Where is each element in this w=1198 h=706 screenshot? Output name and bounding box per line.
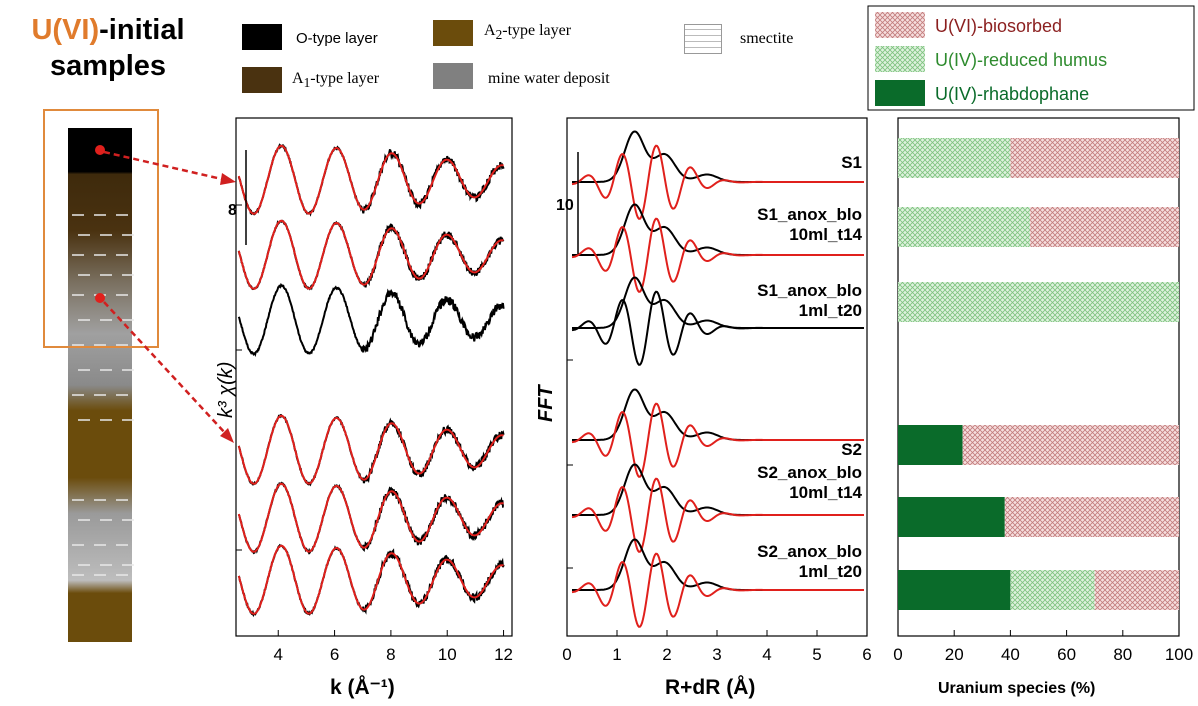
fft-sample-label-5-2: 10ml_t14 bbox=[789, 483, 862, 502]
bar-2-uivreducedhumus bbox=[898, 207, 1031, 247]
legend-rhabdophane: U(IV)-rhabdophane bbox=[935, 84, 1089, 104]
bar-3-uivreducedhumus bbox=[898, 282, 1179, 322]
fft-sample-label-2-2: 10ml_t14 bbox=[789, 225, 862, 244]
sediment-column bbox=[68, 128, 134, 642]
bar-5-uivrhabdophane bbox=[898, 497, 1005, 537]
legend-swatch-a2-type bbox=[433, 20, 473, 46]
fft-sample-label-2-1: S1_anox_blo bbox=[757, 205, 862, 224]
title-part2: -initial bbox=[99, 14, 185, 46]
chi-fit-curve-6 bbox=[237, 544, 504, 615]
chi-x-label: k (Å⁻¹) bbox=[330, 675, 395, 699]
species-bar-panel: 0 20 40 60 80 100 Uranium species (%) U(VI)-b… bbox=[867, 5, 1195, 697]
chi-fit-curve-1 bbox=[237, 144, 504, 215]
fft-sample-label-1-1: S1 bbox=[841, 153, 862, 172]
title-part1: U(VI) bbox=[31, 14, 100, 46]
chi-x-tick-8: 8 bbox=[386, 645, 395, 664]
fft-sample-label-4-1: S2 bbox=[841, 440, 862, 459]
smectite-dashes bbox=[72, 214, 134, 576]
bar-6-uvibiosorbed bbox=[1094, 570, 1179, 610]
chi-data-curve-6 bbox=[237, 543, 505, 618]
bar-1-uivreducedhumus bbox=[898, 138, 1011, 178]
legend-swatch-o-type bbox=[242, 24, 282, 50]
fft-x-tick-1: 1 bbox=[612, 645, 621, 664]
legend-label-smectite: smectite bbox=[740, 30, 794, 47]
bar-6-uivrhabdophane bbox=[898, 570, 1011, 610]
fft-sample-label-5-1: S2_anox_blo bbox=[757, 463, 862, 482]
legend-label-o-type: O-type layer bbox=[296, 30, 378, 47]
chi-y-label: k³ χ(k) bbox=[215, 362, 237, 418]
fft-x-tick-2: 2 bbox=[662, 645, 671, 664]
title-line2: samples bbox=[49, 50, 167, 82]
fft-scale-label: 10 bbox=[556, 197, 574, 214]
fft-sample-label-3-1: S1_anox_blo bbox=[757, 281, 862, 300]
fft-sample-label-3-2: 1ml_t20 bbox=[799, 301, 862, 320]
fft-fit-curve-6 bbox=[571, 552, 864, 628]
arrow-s1-line bbox=[103, 150, 227, 182]
figure-title: U(VI)-initial samples bbox=[8, 12, 208, 84]
chi-x-tick-12: 12 bbox=[494, 645, 513, 664]
fft-fit-curve-4 bbox=[571, 402, 864, 478]
species-x-tick-60: 60 bbox=[1057, 645, 1076, 664]
fft-sample-label-6-2: 1ml_t20 bbox=[799, 562, 862, 581]
chi-x-tick-6: 6 bbox=[330, 645, 339, 664]
chi-x-tick-4: 4 bbox=[274, 645, 283, 664]
fft-x-tick-0: 0 bbox=[562, 645, 571, 664]
sample-point-s2 bbox=[95, 293, 105, 303]
species-legend: U(VI)-biosorbed U(IV)-reduced humus U(IV… bbox=[867, 5, 1195, 111]
bar-4-uvibiosorbed bbox=[962, 425, 1179, 465]
sample-point-s1 bbox=[95, 145, 105, 155]
sample-zone-box bbox=[43, 109, 159, 348]
legend-swatch-a1-type bbox=[242, 67, 282, 93]
fft-x-tick-5: 5 bbox=[812, 645, 821, 664]
chi-data-curve-3 bbox=[237, 282, 505, 358]
species-x-tick-100: 100 bbox=[1165, 645, 1193, 664]
chi-fit-curve-5 bbox=[237, 482, 504, 553]
chi-fit-curve-4 bbox=[237, 414, 504, 485]
fft-y-label: FFT bbox=[535, 384, 557, 422]
fft-x-tick-6: 6 bbox=[862, 645, 871, 664]
arrow-s2-head bbox=[220, 428, 234, 443]
fft-fit-curve-1 bbox=[571, 144, 864, 220]
chi-k-panel: 4 6 8 10 12 8 k (Å⁻¹) k³ χ(k) bbox=[215, 117, 513, 699]
legend-label-mine-water: mine water deposit bbox=[488, 70, 610, 87]
fft-x-label: R+dR (Å) bbox=[665, 675, 755, 699]
species-x-tick-80: 80 bbox=[1113, 645, 1132, 664]
chi-data-curve-2 bbox=[237, 219, 505, 291]
arrow-s1-head bbox=[220, 173, 236, 185]
legend-biosorbed: U(VI)-biosorbed bbox=[935, 16, 1062, 36]
species-x-label: Uranium species (%) bbox=[938, 680, 1095, 697]
fft-fit-curve-3 bbox=[571, 290, 864, 366]
species-x-tick-0: 0 bbox=[893, 645, 902, 664]
species-x-tick-40: 40 bbox=[1001, 645, 1020, 664]
fft-fit-curve-5 bbox=[571, 477, 864, 553]
chi-data-curve-4 bbox=[237, 414, 505, 487]
chi-data-curve-5 bbox=[237, 481, 504, 555]
fft-x-tick-3: 3 bbox=[712, 645, 721, 664]
chi-fit-curve-2 bbox=[237, 219, 504, 290]
chi-scale-label: 8 bbox=[228, 202, 237, 219]
legend-label-a2-type: A2-type layer bbox=[484, 22, 572, 43]
chi-x-tick-10: 10 bbox=[438, 645, 457, 664]
bar-6-uivreducedhumus bbox=[1010, 570, 1095, 610]
legend-humus: U(IV)-reduced humus bbox=[935, 50, 1107, 70]
legend-label-a1-type: A1-type layer bbox=[292, 70, 380, 91]
bar-4-uivrhabdophane bbox=[898, 425, 963, 465]
legend-swatch-mine-water bbox=[433, 63, 473, 89]
species-x-tick-20: 20 bbox=[945, 645, 964, 664]
chi-data-curve-1 bbox=[237, 143, 505, 217]
bar-5-uvibiosorbed bbox=[1004, 497, 1179, 537]
fft-fit-curve-2 bbox=[571, 217, 864, 293]
bar-1-uvibiosorbed bbox=[1010, 138, 1179, 178]
fft-sample-label-6-1: S2_anox_blo bbox=[757, 542, 862, 561]
fft-x-tick-4: 4 bbox=[762, 645, 771, 664]
bar-2-uvibiosorbed bbox=[1030, 207, 1179, 247]
legend-swatch-smectite bbox=[684, 24, 722, 54]
